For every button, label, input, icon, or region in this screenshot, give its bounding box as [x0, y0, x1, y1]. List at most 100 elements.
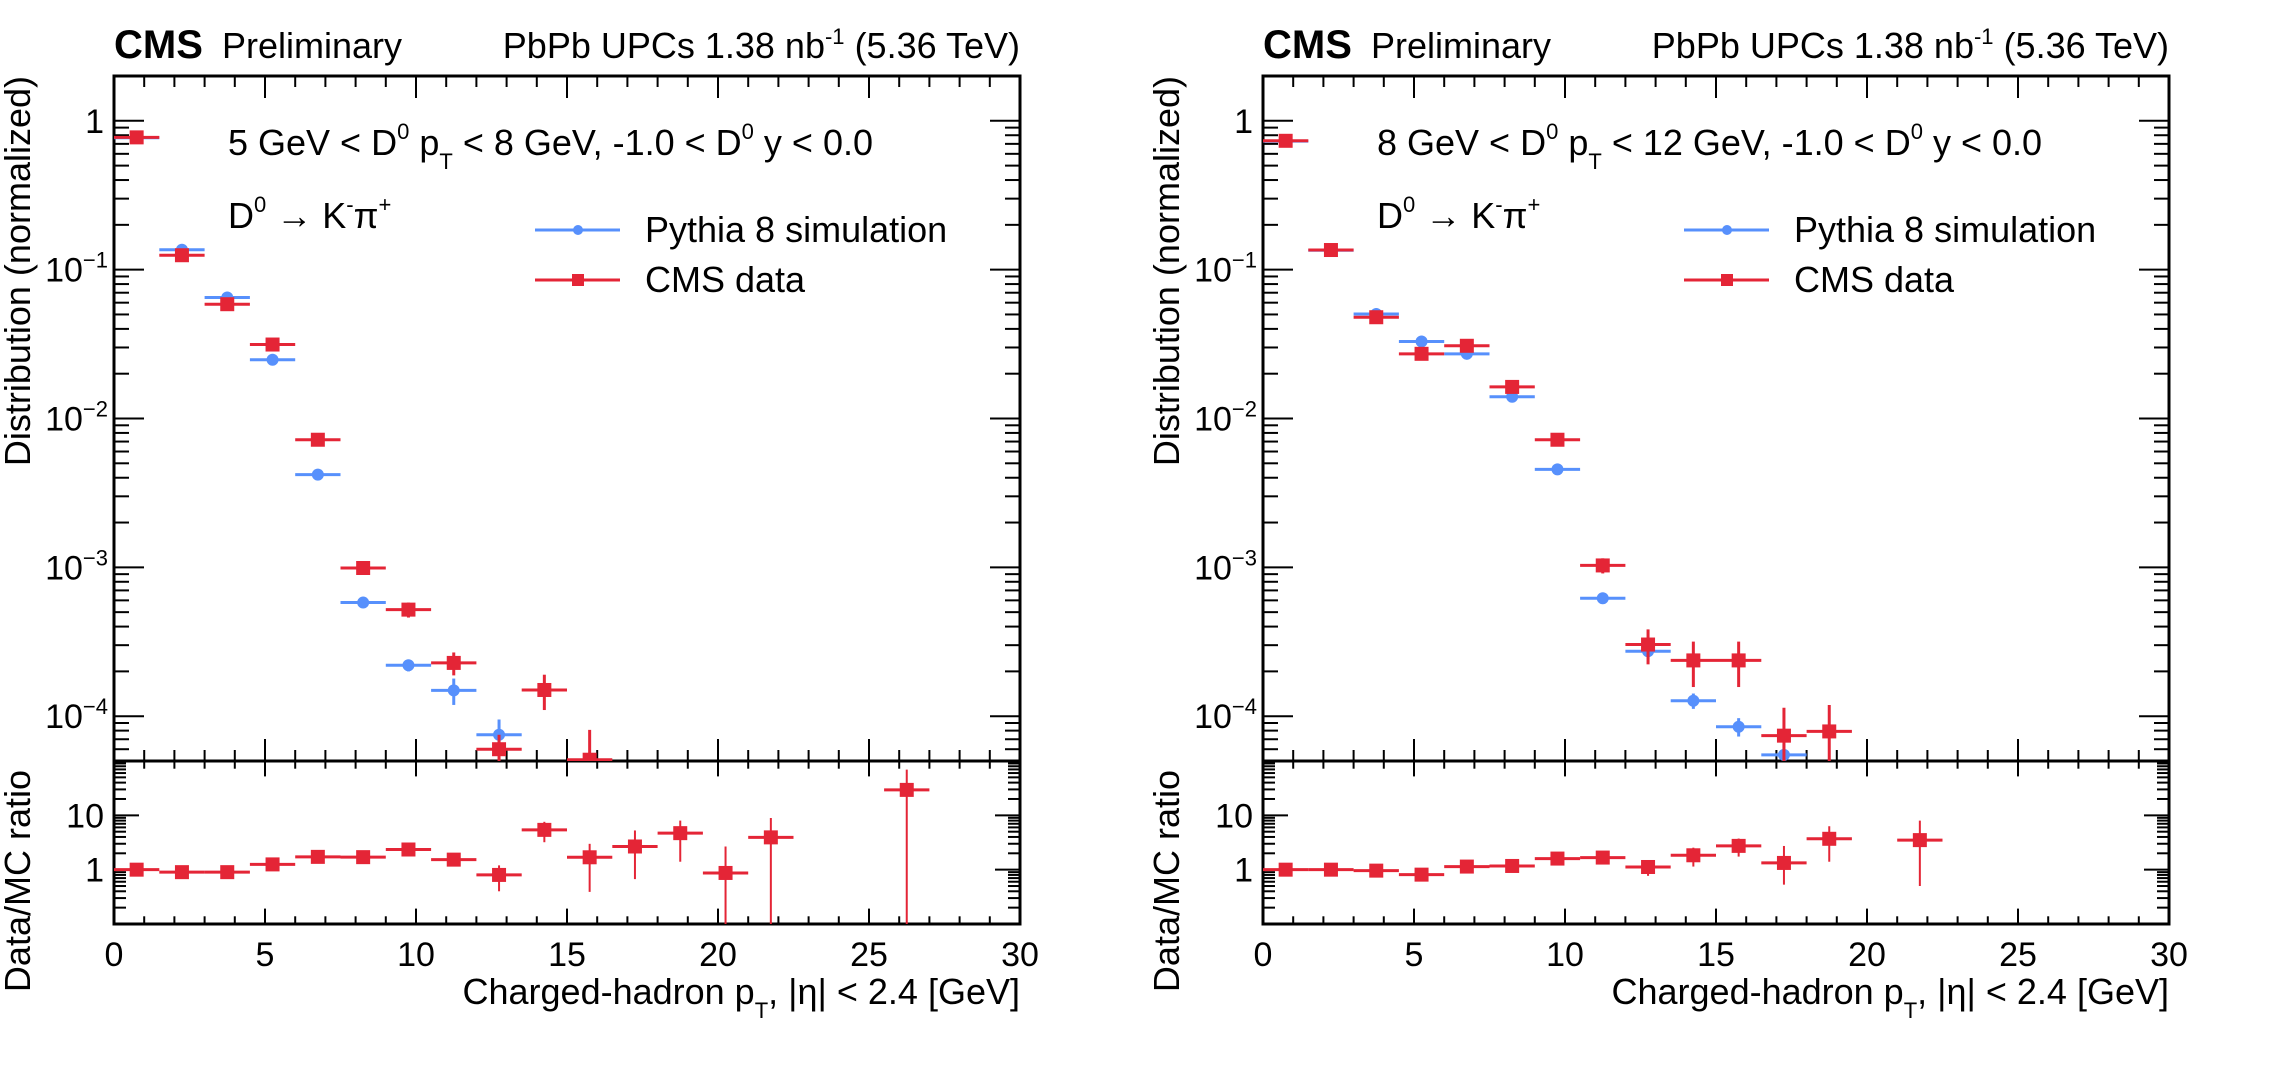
preliminary-label: Preliminary — [1371, 25, 1551, 66]
legend-entry-mc: Pythia 8 simulation — [1684, 209, 2096, 250]
ratio-marker — [1912, 833, 1927, 848]
data-marker — [1641, 637, 1656, 652]
y-tick-label: 10−1 — [1194, 248, 1257, 290]
mc-marker — [1596, 592, 1609, 605]
data-marker — [1369, 310, 1384, 325]
data-point — [1716, 641, 1762, 688]
y-tick-label: 10−3 — [45, 545, 108, 587]
data-point — [521, 674, 567, 711]
ratio-point — [612, 830, 658, 880]
y-tick-label: 10−2 — [45, 397, 108, 439]
x-tick-label: 20 — [1848, 936, 1886, 974]
decay-annotation: D0 → K-π+ — [228, 192, 391, 236]
plot-area: 0 5 10 15 20 25 30 1 10−1 10−2 10−3 10−4 10 1 — [45, 74, 1039, 974]
main-marks — [1263, 133, 1852, 761]
ratio-y-tick-label: 10 — [1215, 797, 1253, 835]
selection-annotation: 5 GeV < D0 pT < 8 GeV, -1.0 < D0 y < 0.0 — [228, 119, 873, 174]
data-marker — [1414, 346, 1429, 361]
right-panel: CMS Preliminary PbPb UPCs 1.38 nb-1 (5.3… — [1146, 23, 2188, 1023]
ratio-marker — [1369, 863, 1384, 878]
x-axis-label: Charged-hadron pT, |η| < 2.4 [GeV] — [463, 971, 1021, 1023]
ratio-point — [249, 857, 296, 872]
ratio-marker — [1550, 851, 1565, 866]
preliminary-label: Preliminary — [222, 25, 402, 66]
ratio-point — [385, 842, 432, 857]
legend-label-mc: Pythia 8 simulation — [1794, 209, 2096, 250]
ratio-point — [567, 843, 613, 892]
main-frame — [112, 74, 1022, 763]
ratio-point — [114, 862, 160, 877]
ratio-point — [1897, 820, 1943, 887]
ratio-point — [748, 818, 794, 924]
y-tick-label: 1 — [85, 103, 104, 141]
ratio-marker — [763, 830, 778, 845]
ratio-marker — [718, 865, 733, 880]
ratio-frame — [112, 759, 1022, 926]
x-tick-label: 30 — [1001, 936, 1039, 974]
data-marker — [446, 655, 461, 670]
mc-point — [1398, 335, 1445, 348]
x-tick-label: 10 — [1546, 936, 1584, 974]
ratio-marks — [1263, 820, 1943, 887]
data-point — [1670, 641, 1716, 688]
y-tick-label: 10−1 — [45, 248, 108, 290]
ratio-marker — [537, 822, 552, 837]
ratio-marker — [1686, 848, 1701, 863]
ratio-point — [1761, 845, 1807, 885]
mc-point — [1580, 592, 1626, 605]
ratio-marker — [174, 865, 189, 880]
data-marker — [1776, 728, 1791, 743]
data-marker — [1323, 243, 1338, 258]
data-marker — [1822, 724, 1837, 739]
ratio-marker — [1505, 858, 1520, 873]
data-marker — [265, 337, 280, 352]
ratio-marker — [492, 867, 507, 882]
ratio-point — [657, 820, 703, 862]
mc-marker — [447, 684, 460, 697]
x-tick-label: 15 — [548, 936, 586, 974]
ratio-point — [1806, 826, 1852, 862]
mc-marker — [402, 659, 415, 672]
mc-point — [431, 678, 477, 705]
ratio-point — [204, 865, 250, 880]
x-tick-label: 10 — [397, 936, 435, 974]
ratio-marker — [673, 826, 688, 841]
data-marker — [174, 248, 189, 263]
data-marker — [1686, 653, 1701, 668]
y-axis-label: Distribution (normalized) — [0, 76, 38, 466]
mc-marker — [1687, 694, 1700, 707]
y-tick-label: 10−2 — [1194, 397, 1257, 439]
data-marker — [1595, 558, 1610, 573]
ratio-marker — [265, 857, 280, 872]
ratio-marker — [627, 839, 642, 854]
ratio-point — [1625, 859, 1671, 876]
data-point — [295, 432, 341, 447]
ratio-point — [1353, 863, 1399, 878]
data-point — [1263, 133, 1309, 148]
data-marker — [356, 560, 371, 575]
data-point — [114, 130, 160, 145]
data-point — [567, 729, 613, 761]
y-tick-label: 10−3 — [1194, 545, 1257, 587]
data-marker — [310, 432, 325, 447]
ratio-point — [1489, 858, 1535, 873]
legend: Pythia 8 simulation CMS data — [1684, 209, 2096, 300]
legend-entry-data: CMS data — [535, 259, 806, 300]
data-point — [1806, 704, 1852, 761]
ratio-marker — [446, 852, 461, 867]
ratio-point — [1534, 851, 1581, 866]
ratio-marker — [1731, 838, 1746, 853]
data-point — [1761, 707, 1807, 761]
data-point — [1580, 558, 1626, 574]
data-marker — [1550, 432, 1565, 447]
ratio-point — [884, 769, 930, 924]
data-marker — [401, 602, 416, 617]
mc-marker — [1415, 335, 1428, 348]
ratio-point — [431, 852, 477, 867]
legend-entry-mc: Pythia 8 simulation — [535, 209, 947, 250]
ratio-marker — [129, 862, 144, 877]
data-point — [1444, 338, 1490, 353]
data-marker — [1505, 379, 1520, 394]
lumi-label: PbPb UPCs 1.38 nb-1 (5.36 TeV) — [1652, 24, 2169, 66]
data-marker — [1459, 338, 1474, 353]
